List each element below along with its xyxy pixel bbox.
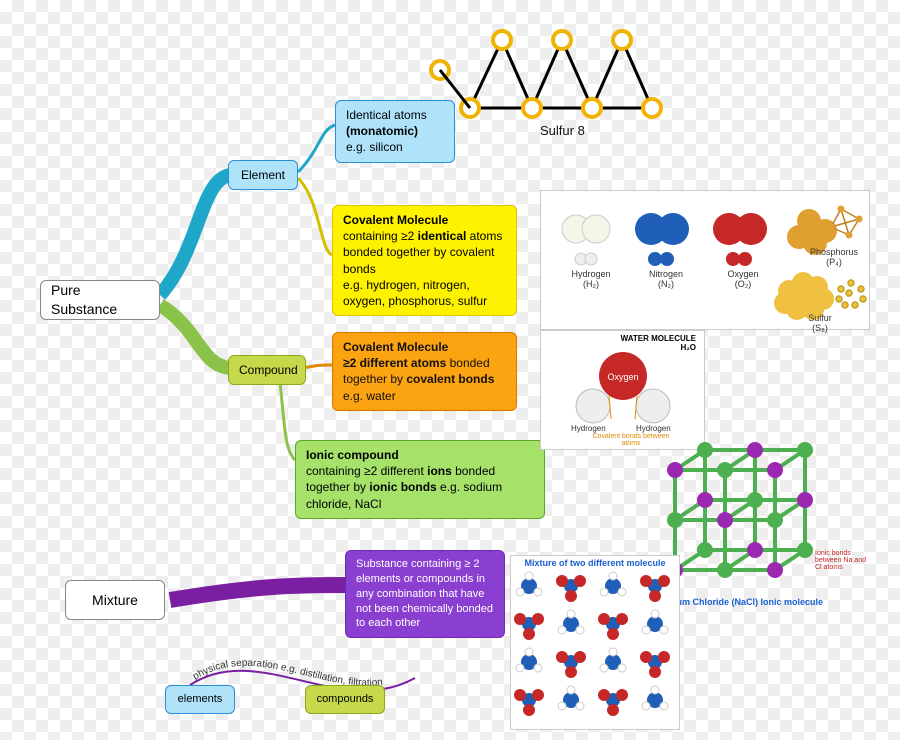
root-mixture: Mixture [65, 580, 165, 620]
node-element: Element [228, 160, 298, 190]
identical-line3: e.g. silicon [346, 140, 403, 154]
mol-o2: Oxygen (O₂) [713, 269, 773, 289]
node-mixture-def: Substance containing ≥ 2 elements or com… [345, 550, 505, 638]
node-covalent-different: Covalent Molecule ≥2 different atoms bon… [332, 332, 517, 411]
node-ionic: Ionic compound containing ≥2 different i… [295, 440, 545, 519]
cov-diff-title: Covalent Molecule [343, 340, 448, 354]
node-compound: Compound [228, 355, 306, 385]
svg-text:Hydrogen: Hydrogen [571, 424, 606, 433]
node-covalent-identical: Covalent Molecule containing ≥2 identica… [332, 205, 517, 316]
nacl-note: Ionic bonds between Na and Cl atoms [815, 550, 870, 571]
cov-id-body: containing ≥2 identical atoms bonded tog… [343, 229, 502, 275]
mixture-mol-title: Mixture of two different molecule [511, 558, 679, 568]
mol-s8: Sulfur (S₈) [785, 313, 855, 333]
ionic-title: Ionic compound [306, 448, 399, 462]
cov-id-title: Covalent Molecule [343, 213, 448, 227]
svg-text:Oxygen: Oxygen [607, 372, 638, 382]
root-pure-substance: Pure Substance [40, 280, 160, 320]
cov-diff-body: ≥2 different atoms bonded together by co… [343, 356, 494, 386]
water-title: WATER MOLECULE H₂O [621, 334, 696, 352]
node-mix-compounds: compounds [305, 685, 385, 714]
mixture-molecules-panel: Mixture of two different molecule [510, 555, 680, 730]
ionic-body: containing ≥2 different ions bonded toge… [306, 464, 502, 510]
identical-line1: Identical atoms [346, 108, 427, 122]
molecules-panel: Hydrogen (H₂) Nitrogen (N₂) Oxygen (O₂) … [540, 190, 870, 330]
node-identical-atoms: Identical atoms (monatomic) e.g. silicon [335, 100, 455, 163]
cov-diff-eg: e.g. water [343, 389, 396, 403]
mol-p4: Phosphorus (P₄) [799, 247, 869, 267]
mol-h2: Hydrogen (H₂) [561, 269, 621, 289]
sulfur8-label: Sulfur 8 [540, 123, 585, 138]
node-mix-elements: elements [165, 685, 235, 714]
cov-id-eg: e.g. hydrogen, nitrogen, oxygen, phospho… [343, 278, 487, 308]
mol-n2: Nitrogen (N₂) [636, 269, 696, 289]
identical-line2: (monatomic) [346, 124, 418, 138]
